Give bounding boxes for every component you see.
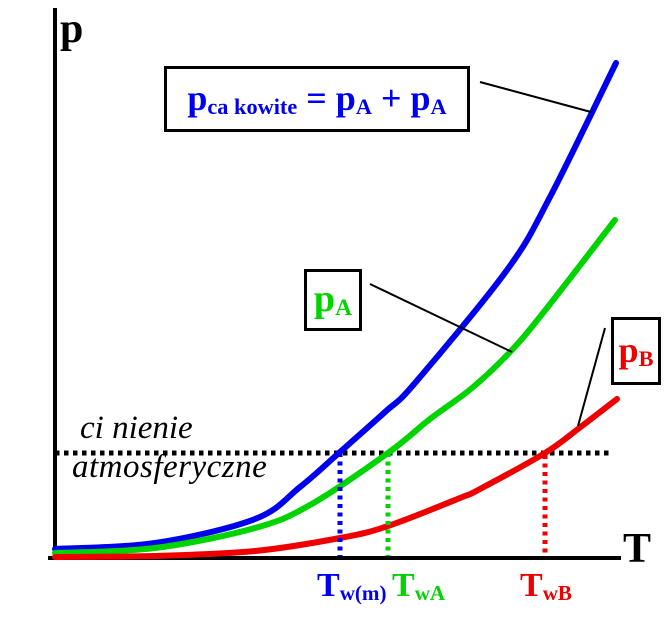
callout-pA [369, 283, 513, 353]
subscript: A [355, 93, 372, 119]
text-run: p [313, 277, 336, 320]
text-run: T [392, 567, 415, 604]
text-run: T [520, 567, 543, 604]
pa-label: pA [314, 280, 352, 321]
subscript: wA [414, 580, 446, 605]
callout-pB [577, 327, 606, 427]
text-run: p [335, 77, 356, 118]
atmospheric-pressure-text-line1: ci nienie [80, 410, 193, 446]
x-tick-label-twb: TwB [520, 569, 572, 604]
subscript: B [638, 345, 654, 371]
pb-label: pB [619, 332, 654, 370]
pa-label-box: pA [304, 269, 362, 331]
x-axis-label: T [623, 526, 652, 572]
text-run: p [187, 77, 208, 118]
text-run: = [297, 77, 336, 118]
text-run: T [317, 567, 340, 604]
subscript: A [335, 294, 353, 321]
curve-p-B [52, 396, 620, 560]
subscript: wB [542, 580, 572, 605]
curve-p-A [52, 217, 618, 556]
pb-label-box: pB [611, 317, 661, 385]
text-run: p [618, 329, 639, 370]
x-tick-label-twm: Tw(m) [317, 569, 387, 604]
atmospheric-pressure-text-line2: atmosferyczne [72, 449, 268, 485]
text-run: p [410, 77, 431, 118]
callout-total [479, 81, 592, 113]
y-axis-label: p [60, 6, 84, 52]
total-pressure-label-box: pca kowite = pA + pA [164, 66, 470, 132]
text-run: + [371, 77, 411, 118]
total-pressure-label: pca kowite = pA + pA [187, 80, 446, 118]
x-tick-label-twa: TwA [392, 569, 445, 604]
curve-p-total [52, 60, 619, 552]
subscript: A [430, 93, 447, 119]
subscript: ca kowite [207, 93, 298, 119]
subscript: w(m) [339, 580, 387, 605]
